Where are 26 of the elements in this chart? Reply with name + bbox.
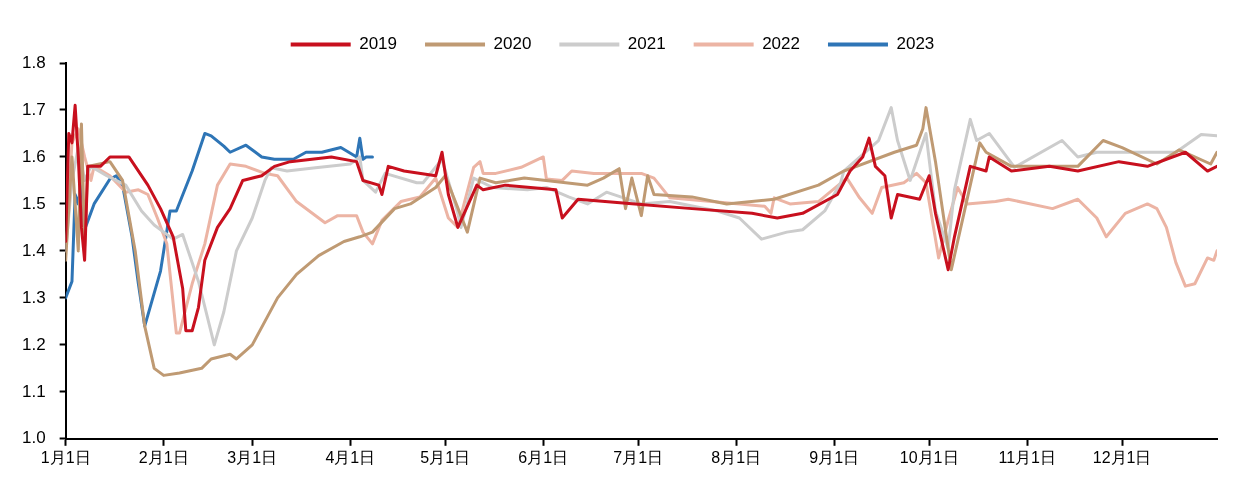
legend-label: 2022 xyxy=(762,34,800,54)
y-tick-label: 1.0 xyxy=(21,428,46,448)
x-tick-label: 3月1日 xyxy=(227,448,278,466)
y-tick-label: 1.5 xyxy=(21,193,46,213)
legend-label: 2019 xyxy=(359,34,398,54)
x-tick-label: 7月1日 xyxy=(613,448,664,466)
x-tick-label: 5月1日 xyxy=(420,448,471,466)
legend-label: 2021 xyxy=(627,34,666,54)
x-tick-label: 9月1日 xyxy=(809,448,860,466)
y-tick-label: 1.3 xyxy=(21,287,46,307)
y-tick-label: 1.7 xyxy=(21,99,46,119)
x-tick-label: 4月1日 xyxy=(325,448,376,466)
x-tick-label: 10月1日 xyxy=(899,448,959,466)
legend-label: 2023 xyxy=(896,34,935,54)
x-tick-label: 6月1日 xyxy=(518,448,569,466)
x-tick-label: 2月1日 xyxy=(138,448,189,466)
y-tick-label: 1.8 xyxy=(21,52,46,72)
legend-label: 2020 xyxy=(493,34,532,54)
y-tick-label: 1.2 xyxy=(21,334,46,354)
x-tick-label: 11月1日 xyxy=(998,448,1056,466)
y-tick-label: 1.1 xyxy=(21,381,46,401)
y-tick-label: 1.4 xyxy=(21,240,46,260)
y-tick-label: 1.6 xyxy=(21,146,46,166)
x-tick-label: 8月1日 xyxy=(711,448,762,466)
x-tick-label: 1月1日 xyxy=(40,448,91,466)
x-tick-label: 12月1日 xyxy=(1092,448,1152,466)
